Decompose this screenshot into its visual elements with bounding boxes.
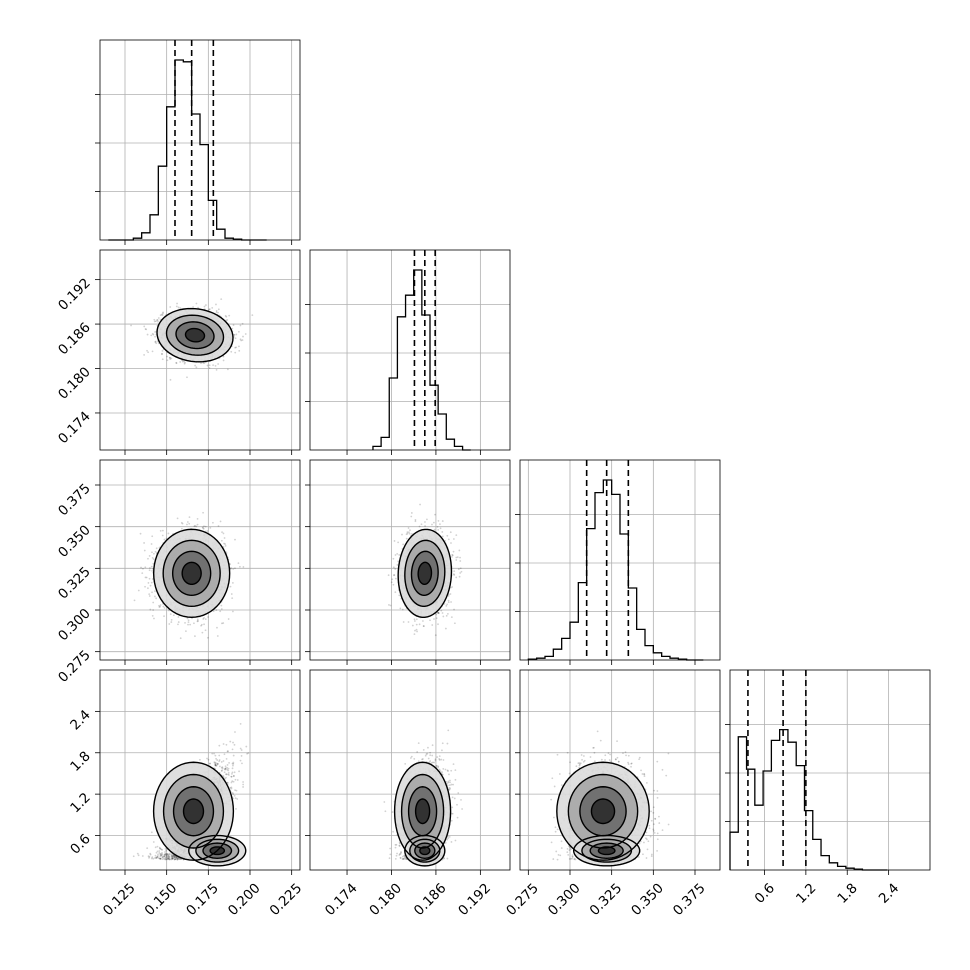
x-tick-label: 0.125 bbox=[100, 880, 139, 919]
y-tick-label: 0.325 bbox=[55, 564, 94, 603]
x-tick-label: 0.175 bbox=[183, 880, 222, 919]
contour-line bbox=[209, 846, 226, 856]
scatter-panel-2-3: 0.275 0.300 0.325 0.350 0.375 bbox=[503, 669, 721, 919]
x-tick-label: 0.150 bbox=[142, 880, 181, 919]
y-tick-label: 0.300 bbox=[55, 606, 94, 645]
hist-panel-2 bbox=[515, 459, 721, 665]
contour-line bbox=[407, 786, 438, 837]
density-shading bbox=[153, 529, 230, 618]
contour-line bbox=[597, 846, 616, 856]
contour-line bbox=[414, 798, 431, 825]
contour-line bbox=[579, 786, 627, 837]
contour-line bbox=[581, 838, 633, 863]
x-tick-label: 1.2 bbox=[793, 880, 820, 907]
x-tick-label: 0.300 bbox=[545, 880, 584, 919]
histogram-1 bbox=[372, 269, 471, 451]
hist-panel-1 bbox=[305, 249, 511, 455]
contour-line bbox=[182, 798, 205, 825]
contour-line bbox=[590, 798, 616, 825]
x-tick-label: 0.192 bbox=[455, 880, 494, 919]
contour-line bbox=[184, 327, 206, 343]
x-tick-label: 0.200 bbox=[225, 880, 264, 919]
x-tick-label: 2.4 bbox=[876, 880, 903, 907]
x-tick-label: 0.375 bbox=[670, 880, 709, 919]
contour-line bbox=[589, 842, 624, 859]
contour-line bbox=[162, 539, 221, 608]
y-tick-label: 0.174 bbox=[55, 408, 94, 447]
contour-line bbox=[400, 773, 445, 849]
panel-frame bbox=[99, 249, 301, 451]
panel-frame bbox=[309, 669, 511, 871]
contour-line bbox=[175, 321, 215, 350]
y-tick-label: 1.8 bbox=[67, 748, 94, 775]
x-tick-label: 0.186 bbox=[411, 880, 450, 919]
scatter-panel-0-3: 0.125 0.150 0.175 0.200 0.225 0.6 1.2 1.8 2.4 bbox=[67, 669, 306, 919]
contour-line bbox=[152, 528, 231, 619]
panel-frame bbox=[99, 459, 301, 661]
x-tick-label: 0.180 bbox=[366, 880, 405, 919]
x-tick-label: 0.275 bbox=[503, 880, 542, 919]
x-tick-label: 0.225 bbox=[267, 880, 306, 919]
contour-line bbox=[172, 786, 215, 837]
y-tick-label: 0.186 bbox=[55, 320, 94, 359]
y-tick-label: 2.4 bbox=[67, 707, 94, 734]
contour-line bbox=[156, 307, 234, 363]
panel-frame bbox=[729, 669, 931, 871]
contour-line bbox=[410, 550, 439, 597]
histogram-2 bbox=[527, 479, 704, 661]
x-tick-label: 0.350 bbox=[628, 880, 667, 919]
y-tick-label: 0.275 bbox=[55, 647, 94, 686]
contour-line bbox=[409, 838, 441, 863]
contour-line bbox=[404, 834, 446, 867]
contour-line bbox=[188, 834, 247, 867]
y-tick-label: 0.192 bbox=[55, 275, 94, 314]
contour-line bbox=[397, 528, 453, 618]
contour-line bbox=[572, 834, 641, 867]
panels-layer: 0.6 1.2 1.8 2.40.1740.1800.1860.1920.2750.3… bbox=[55, 39, 931, 919]
histogram-0 bbox=[108, 59, 267, 241]
panel-frame bbox=[99, 669, 301, 871]
contour-line bbox=[195, 838, 240, 863]
contour-line bbox=[202, 842, 233, 859]
panel-frame bbox=[519, 459, 721, 661]
contour-line bbox=[165, 314, 225, 356]
y-tick-label: 1.2 bbox=[67, 790, 94, 817]
x-tick-label: 0.6 bbox=[752, 880, 779, 907]
x-tick-label: 0.325 bbox=[587, 880, 626, 919]
histogram-3 bbox=[729, 728, 888, 871]
x-tick-label: 1.8 bbox=[834, 880, 861, 907]
contour-line bbox=[556, 761, 650, 861]
density-shading bbox=[556, 762, 650, 866]
contour-line bbox=[404, 539, 446, 607]
y-tick-label: 0.350 bbox=[55, 522, 94, 561]
scatter-panel-0-1: 0.174 0.180 0.186 0.192 bbox=[55, 249, 301, 455]
contour-line bbox=[171, 550, 212, 597]
contour-line bbox=[567, 773, 639, 849]
hist-panel-3: 0.6 1.2 1.8 2.4 bbox=[725, 669, 931, 907]
panel-frame bbox=[309, 459, 511, 661]
panel-frame bbox=[309, 249, 511, 451]
y-tick-label: 0.6 bbox=[67, 831, 94, 858]
scatter-panel-1-2 bbox=[305, 459, 511, 665]
contour-line bbox=[414, 842, 436, 859]
contour-line bbox=[162, 773, 225, 849]
y-tick-label: 0.375 bbox=[55, 481, 94, 520]
panel-frame bbox=[519, 669, 721, 871]
contour-line bbox=[181, 561, 202, 586]
scatter-panel-1-3: 0.174 0.180 0.186 0.192 bbox=[305, 669, 511, 919]
contour-line bbox=[419, 846, 431, 856]
y-tick-label: 0.180 bbox=[55, 364, 94, 403]
x-tick-label: 0.174 bbox=[322, 880, 361, 919]
contour-line bbox=[393, 761, 452, 861]
hist-panel-0 bbox=[95, 39, 301, 245]
contour-line bbox=[417, 561, 433, 586]
panel-frame bbox=[99, 39, 301, 241]
